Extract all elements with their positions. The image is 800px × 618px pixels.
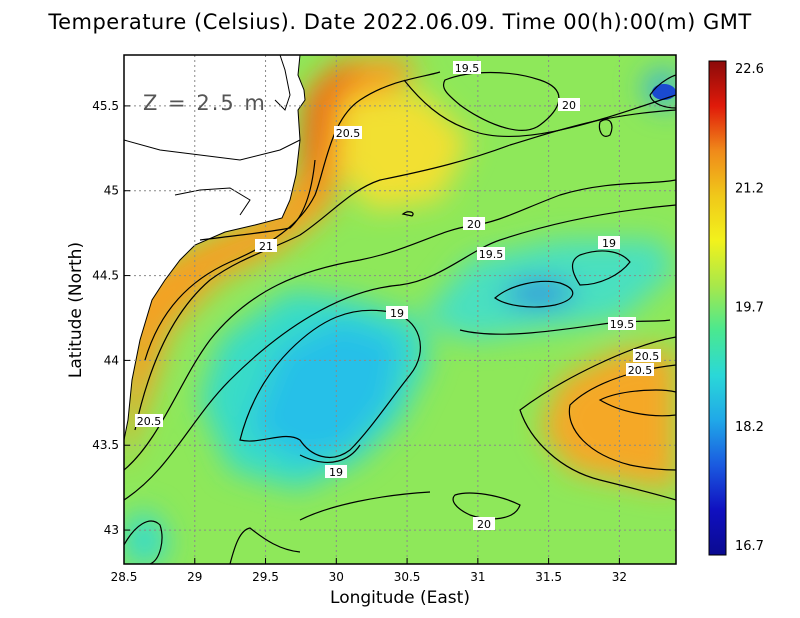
x-axis-label: Longitude (East) bbox=[330, 588, 470, 608]
y-tick-label: 43.5 bbox=[92, 438, 119, 452]
contour-label: 19.5 bbox=[455, 62, 480, 75]
colorbar bbox=[708, 60, 727, 556]
colorbar-tick-label: 22.6 bbox=[735, 62, 764, 77]
contour-line bbox=[598, 389, 676, 417]
coastline bbox=[174, 187, 251, 216]
contour-label: 20 bbox=[467, 218, 481, 231]
contour-lines bbox=[124, 71, 676, 564]
contour-label: 20.5 bbox=[137, 415, 162, 428]
colorbar-tick-label: 18.2 bbox=[735, 420, 764, 435]
contour-line bbox=[229, 527, 301, 564]
contour-label: 19 bbox=[602, 237, 616, 250]
colorbar-ticks: 22.6 21.2 19.7 18.2 16.7 bbox=[735, 62, 764, 554]
contour-line bbox=[494, 280, 574, 308]
colorbar-tick-label: 19.7 bbox=[735, 301, 764, 316]
contour-line bbox=[401, 211, 414, 217]
contour-label: 19 bbox=[329, 466, 343, 479]
y-tick-label: 44 bbox=[104, 353, 119, 367]
depth-label: Z = 2.5 m bbox=[143, 91, 267, 115]
contour-line bbox=[598, 119, 613, 137]
contour-label: 20.5 bbox=[336, 127, 361, 140]
contour-label: 21 bbox=[259, 240, 273, 253]
x-tick-label: 29.5 bbox=[252, 570, 279, 584]
x-tick-label: 31 bbox=[470, 570, 485, 584]
contour-line bbox=[124, 204, 676, 501]
contour-line bbox=[299, 444, 361, 464]
contour-label: 20.5 bbox=[635, 350, 660, 363]
x-tick-label: 32 bbox=[612, 570, 627, 584]
colorbar-tick-label: 16.7 bbox=[735, 539, 764, 554]
contour-line bbox=[134, 109, 676, 431]
y-tick-label: 45 bbox=[104, 184, 119, 198]
contour-line bbox=[459, 319, 671, 335]
coastline bbox=[123, 139, 301, 161]
contour-label: 19.5 bbox=[610, 318, 635, 331]
y-axis-ticks: 43 43.5 44 44.5 45 45.5 bbox=[92, 99, 130, 537]
contour-label: 19 bbox=[390, 307, 404, 320]
contour-label: 20.5 bbox=[628, 364, 653, 377]
y-tick-label: 45.5 bbox=[92, 99, 119, 113]
map-title: Temperature (Celsius). Date 2022.06.09. … bbox=[48, 10, 752, 34]
x-tick-label: 28.5 bbox=[111, 570, 138, 584]
contour-label: 20 bbox=[477, 518, 491, 531]
colorbar-tick-label: 21.2 bbox=[735, 181, 764, 196]
contour-line bbox=[144, 71, 441, 361]
x-tick-label: 30 bbox=[329, 570, 344, 584]
contour-line bbox=[299, 491, 431, 521]
contour-line bbox=[199, 159, 316, 241]
contour-line bbox=[403, 79, 676, 138]
contour-line bbox=[452, 492, 521, 520]
contour-line bbox=[124, 520, 163, 564]
x-tick-label: 30.5 bbox=[394, 570, 421, 584]
x-tick-label: 29 bbox=[187, 570, 202, 584]
y-axis-label: Latitude (North) bbox=[66, 241, 86, 379]
contour-line bbox=[568, 364, 676, 471]
contour-line bbox=[239, 309, 421, 459]
contour-line bbox=[571, 250, 631, 286]
x-axis-ticks: 28.5 29 29.5 30 30.5 31 31.5 32 bbox=[111, 558, 627, 584]
contour-labels: 19.5 20 20.5 20 19.5 19 21 19 19.5 20.5 … bbox=[135, 61, 661, 531]
y-tick-label: 44.5 bbox=[92, 269, 119, 283]
contour-line bbox=[124, 179, 676, 471]
plot-frame bbox=[123, 54, 677, 565]
contour-label: 19.5 bbox=[479, 248, 504, 261]
contour-line bbox=[442, 71, 560, 131]
x-tick-label: 31.5 bbox=[535, 570, 562, 584]
coastline bbox=[274, 54, 291, 111]
contour-label: 20 bbox=[562, 99, 576, 112]
contour-line bbox=[519, 336, 676, 501]
y-tick-label: 43 bbox=[104, 523, 119, 537]
